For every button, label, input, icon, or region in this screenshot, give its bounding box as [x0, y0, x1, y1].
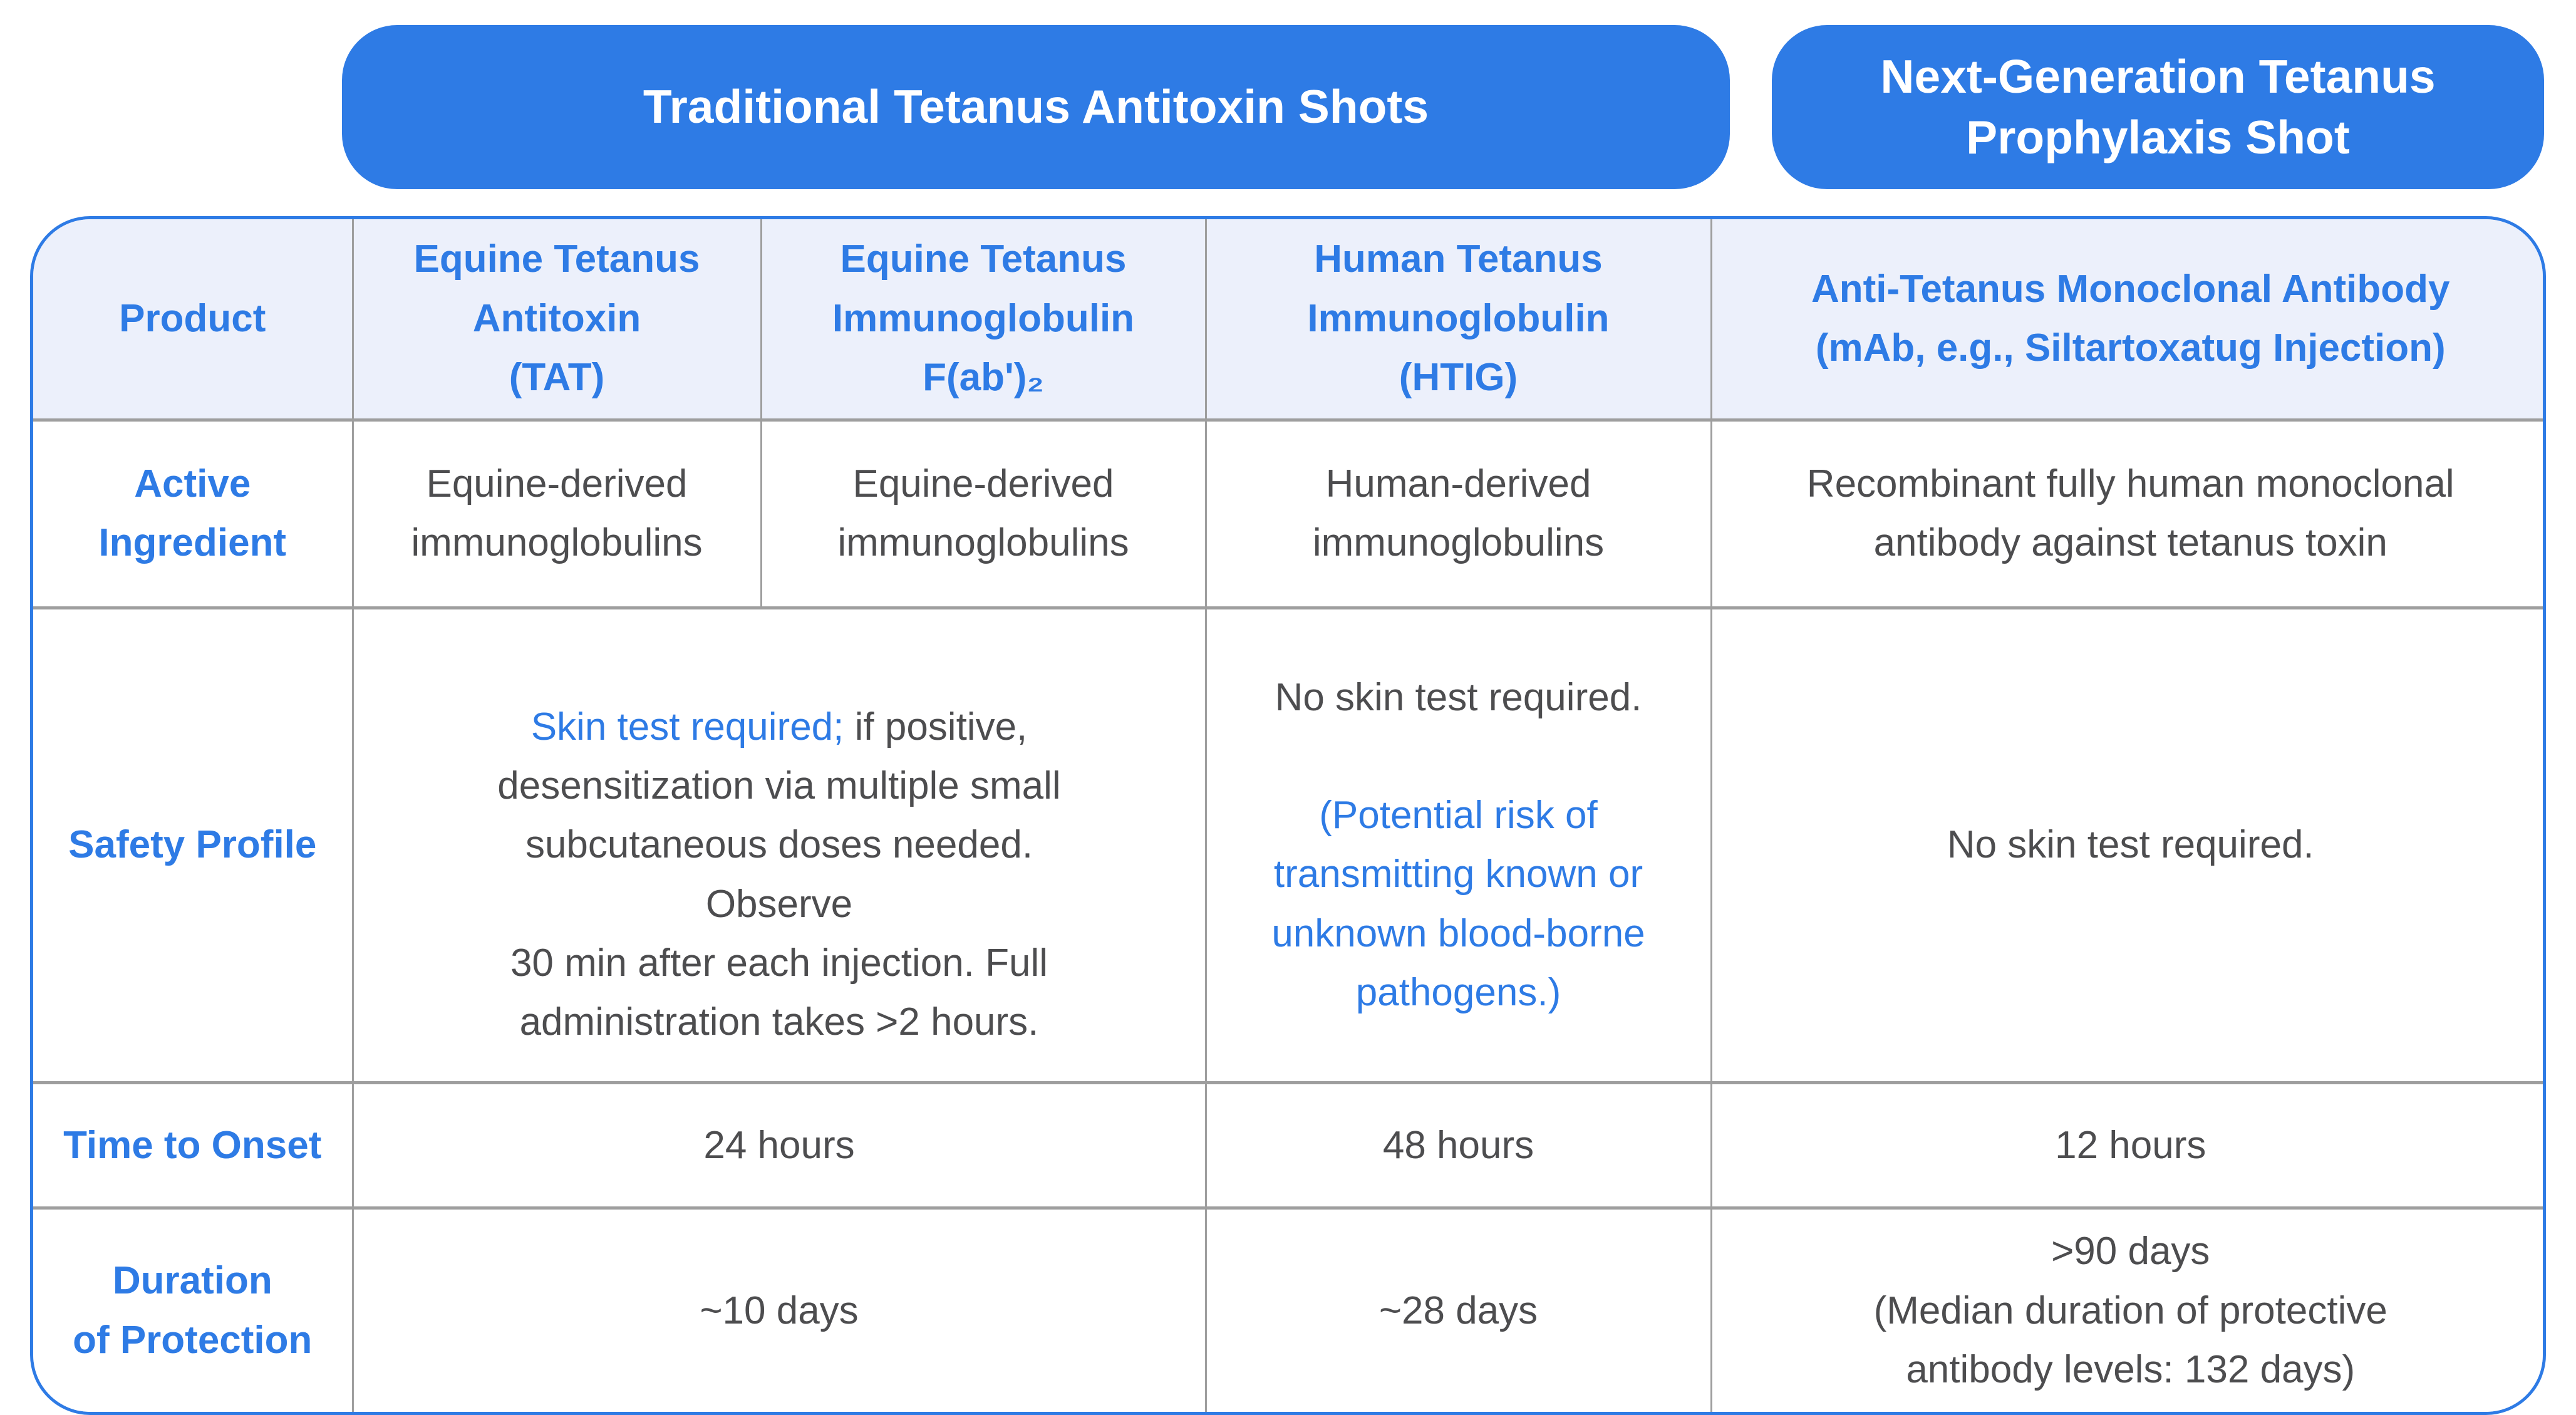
cell-safety-equine: Skin test required; if positive, desensi…: [351, 606, 1206, 1083]
infographic-canvas: Traditional Tetanus Antitoxin Shots Next…: [30, 25, 2546, 1415]
safety-equine-highlight: Skin test required;: [530, 705, 844, 749]
banner-traditional: Traditional Tetanus Antitoxin Shots: [342, 25, 1730, 189]
row-label-safety-profile: Safety Profile: [33, 606, 353, 1083]
header-tat: Equine Tetanus Antitoxin (TAT): [351, 219, 761, 420]
row-active-ingredient: Active Ingredient Equine-derived immunog…: [33, 418, 2543, 608]
row-label-time-to-onset: Time to Onset: [33, 1081, 353, 1208]
comparison-table-grid: Product Equine Tetanus Antitoxin (TAT) E…: [33, 219, 2543, 1412]
row-time-to-onset: Time to Onset 24 hours 48 hours 12 hours: [33, 1081, 2543, 1208]
comparison-table: Product Equine Tetanus Antitoxin (TAT) E…: [30, 216, 2546, 1415]
row-duration-of-protection: Duration of Protection ~10 days ~28 days…: [33, 1206, 2543, 1412]
cell-duration-mab: >90 days (Median duration of protective …: [1710, 1206, 2543, 1412]
safety-equine-detail: if positive, desensitization via multipl…: [497, 705, 1061, 1044]
header-row: Product Equine Tetanus Antitoxin (TAT) E…: [33, 219, 2543, 420]
row-safety-profile: Safety Profile Skin test required; if po…: [33, 606, 2543, 1083]
safety-htig-plain: No skin test required.: [1275, 675, 1642, 719]
cell-active-ingredient-fab2: Equine-derived immunoglobulins: [760, 418, 1206, 608]
cell-active-ingredient-tat: Equine-derived immunoglobulins: [351, 418, 761, 608]
cell-onset-mab: 12 hours: [1710, 1081, 2543, 1208]
safety-htig-risk-note: (Potential risk of transmitting known or…: [1271, 794, 1645, 1014]
cell-active-ingredient-htig: Human-derived immunoglobulins: [1204, 418, 1711, 608]
header-mab: Anti-Tetanus Monoclonal Antibody (mAb, e…: [1710, 219, 2543, 420]
header-htig: Human Tetanus Immunoglobulin (HTIG): [1204, 219, 1711, 420]
header-fab2: Equine Tetanus Immunoglobulin F(ab')₂: [760, 219, 1206, 420]
row-label-active-ingredient: Active Ingredient: [33, 418, 353, 608]
cell-safety-htig: No skin test required. (Potential risk o…: [1204, 606, 1711, 1083]
cell-onset-equine: 24 hours: [351, 1081, 1206, 1208]
banner-next-generation: Next-Generation Tetanus Prophylaxis Shot: [1772, 25, 2544, 189]
row-label-duration: Duration of Protection: [33, 1206, 353, 1412]
cell-onset-htig: 48 hours: [1204, 1081, 1711, 1208]
header-product: Product: [33, 219, 353, 420]
cell-duration-htig: ~28 days: [1204, 1206, 1711, 1412]
cell-active-ingredient-mab: Recombinant fully human monoclonal antib…: [1710, 418, 2543, 608]
cell-safety-mab: No skin test required.: [1710, 606, 2543, 1083]
cell-duration-equine: ~10 days: [351, 1206, 1206, 1412]
